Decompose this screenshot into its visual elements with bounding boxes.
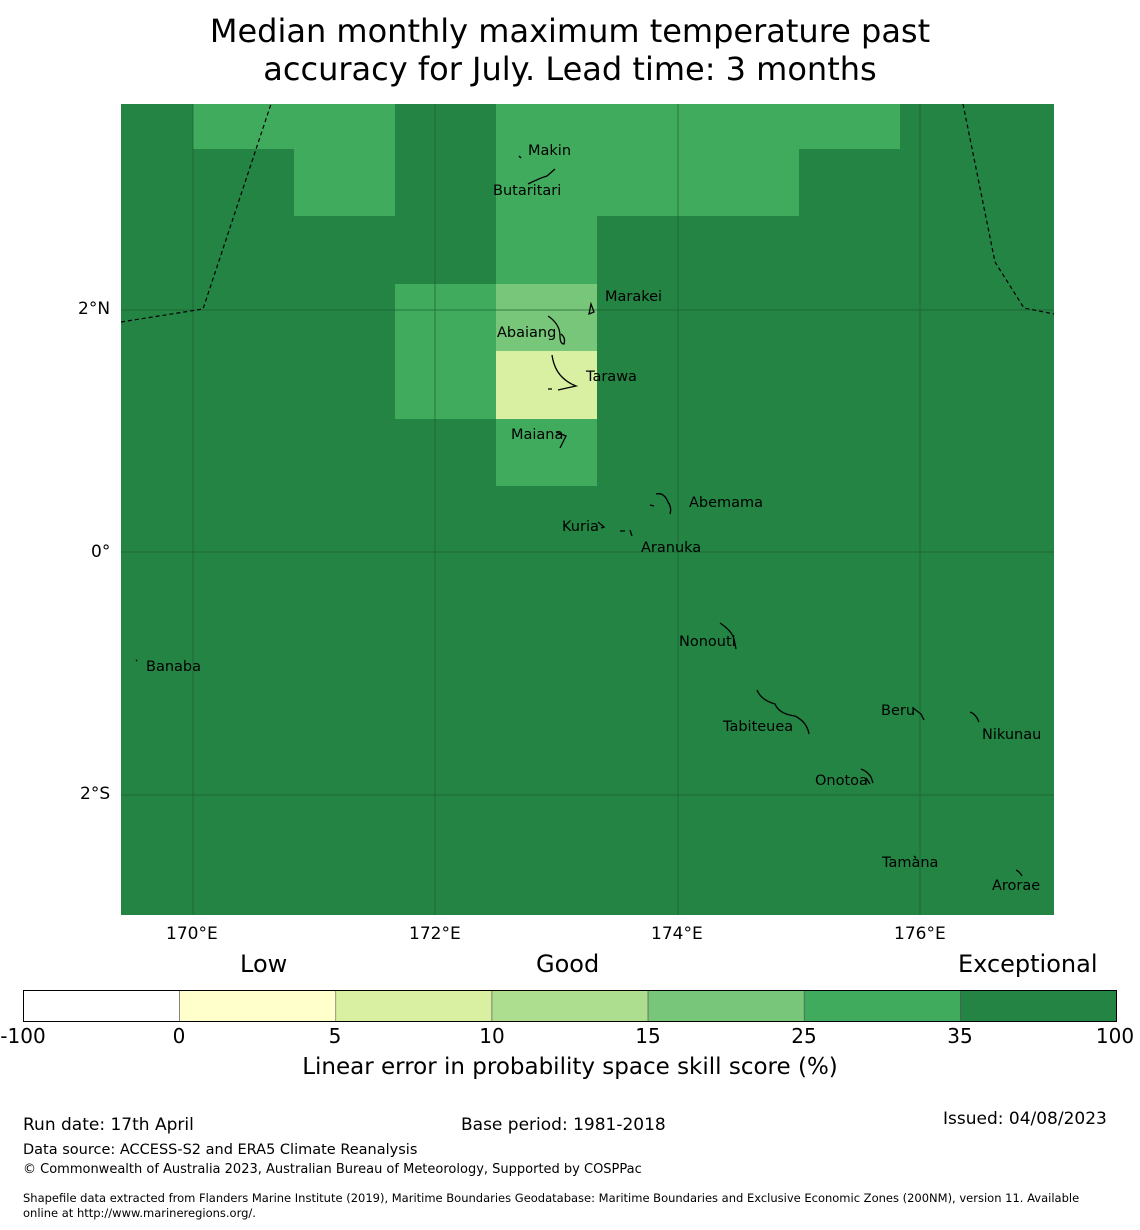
beru-island — [912, 707, 925, 721]
place-label-tabiteuea: Tabiteuea — [722, 719, 793, 735]
legend-category-exceptional: Exceptional — [958, 950, 1098, 978]
colorbar-swatch — [23, 990, 180, 1022]
island-outlines — [135, 155, 1023, 877]
colorbar-tick: 0 — [172, 1024, 186, 1048]
place-label-tarawa: Tarawa — [585, 369, 637, 385]
colorbar-swatch — [491, 990, 649, 1022]
skill-cell-15-25 — [496, 284, 597, 351]
place-label-onotoa: Onotoa — [815, 773, 868, 789]
colorbar-tick: 25 — [791, 1024, 817, 1048]
lon-label-174e: 174°E — [651, 924, 703, 944]
colorbar-swatches — [23, 990, 1117, 1022]
place-label-tamana: Tamana — [881, 855, 938, 871]
tabiteuea-island — [756, 689, 810, 735]
place-label-arorae: Arorae — [992, 878, 1040, 894]
tamana-island — [913, 855, 917, 859]
eez-boundary — [120, 103, 1055, 323]
run-date: Run date: 17th April — [23, 1115, 194, 1135]
place-label-abemama: Abemama — [689, 495, 763, 511]
lon-label-172e: 172°E — [409, 924, 461, 944]
lat-label-2n: 2°N — [78, 299, 111, 319]
colorbar-tick: 35 — [947, 1024, 973, 1048]
lon-label-170e: 170°E — [166, 924, 218, 944]
colorbar-swatch — [647, 990, 805, 1022]
colorbar-frame — [23, 990, 1117, 1022]
map-title-line-2: accuracy for July. Lead time: 3 months — [263, 50, 877, 88]
colorbar-tick: 10 — [479, 1024, 505, 1048]
place-label-maiana: Maiana — [511, 427, 563, 443]
kuria-aranuka-islands — [597, 521, 633, 537]
base-period: Base period: 1981-2018 — [461, 1115, 666, 1135]
map-title-line-1: Median monthly maximum temperature past — [209, 12, 931, 50]
place-label-abaiang: Abaiang — [497, 325, 556, 341]
place-label-aranuka: Aranuka — [641, 540, 701, 556]
marakei-island — [588, 301, 595, 316]
legend-category-good: Good — [536, 950, 600, 978]
colorbar-swatch — [960, 990, 1117, 1022]
place-label-butaritari: Butaritari — [493, 183, 561, 199]
nonouti-island — [719, 622, 737, 650]
issued-date: Issued: 04/08/2023 — [943, 1109, 1107, 1129]
place-label-kuria: Kuria — [562, 519, 599, 535]
butaritari-island — [527, 168, 556, 185]
graticule — [121, 104, 1054, 915]
shapefile-credit-line-1: Shapefile data extracted from Flanders M… — [23, 1191, 1080, 1205]
abemama-island — [649, 493, 672, 515]
colorbar-tick: 5 — [328, 1024, 342, 1048]
lat-label-2s: 2°S — [80, 784, 111, 804]
lat-label-0: 0° — [91, 542, 111, 562]
arorae-island — [1015, 869, 1023, 877]
onotoa-island — [860, 768, 874, 785]
abaiang-island — [547, 315, 566, 345]
colorbar-tick: -100 — [0, 1024, 46, 1048]
lon-label-176e: 176°E — [894, 924, 946, 944]
place-label-nikunau: Nikunau — [982, 727, 1041, 743]
colorbar-swatch — [335, 990, 493, 1022]
skill-cells-25-35 — [193, 104, 900, 486]
place-label-banaba: Banaba — [146, 659, 201, 675]
colorbar-title: Linear error in probability space skill … — [302, 1054, 838, 1080]
colorbar — [23, 990, 1117, 1022]
banaba-island — [135, 659, 138, 662]
colorbar-swatch — [803, 990, 961, 1022]
place-label-nonouti: Nonouti — [679, 634, 736, 650]
makin-island — [518, 155, 522, 159]
legend-category-low: Low — [240, 950, 288, 978]
shapefile-credit-line-2: online at http://www.marineregions.org/. — [23, 1206, 256, 1220]
place-label-marakei: Marakei — [605, 289, 662, 305]
colorbar-swatch — [179, 990, 337, 1022]
place-label-beru: Beru — [881, 703, 915, 719]
data-source: Data source: ACCESS-S2 and ERA5 Climate … — [23, 1142, 418, 1158]
copyright-notice: © Commonwealth of Australia 2023, Austra… — [23, 1162, 642, 1177]
colorbar-tick: 100 — [1095, 1024, 1135, 1048]
maiana-island — [555, 431, 567, 449]
nikunau-island — [969, 711, 980, 723]
colorbar-tick: 15 — [635, 1024, 661, 1048]
skill-map: Makin Butaritari Marakei Abaiang Tarawa … — [120, 103, 1055, 915]
skill-cell-5-10 — [496, 351, 597, 419]
tarawa-island — [548, 354, 579, 391]
place-label-makin: Makin — [528, 143, 571, 159]
